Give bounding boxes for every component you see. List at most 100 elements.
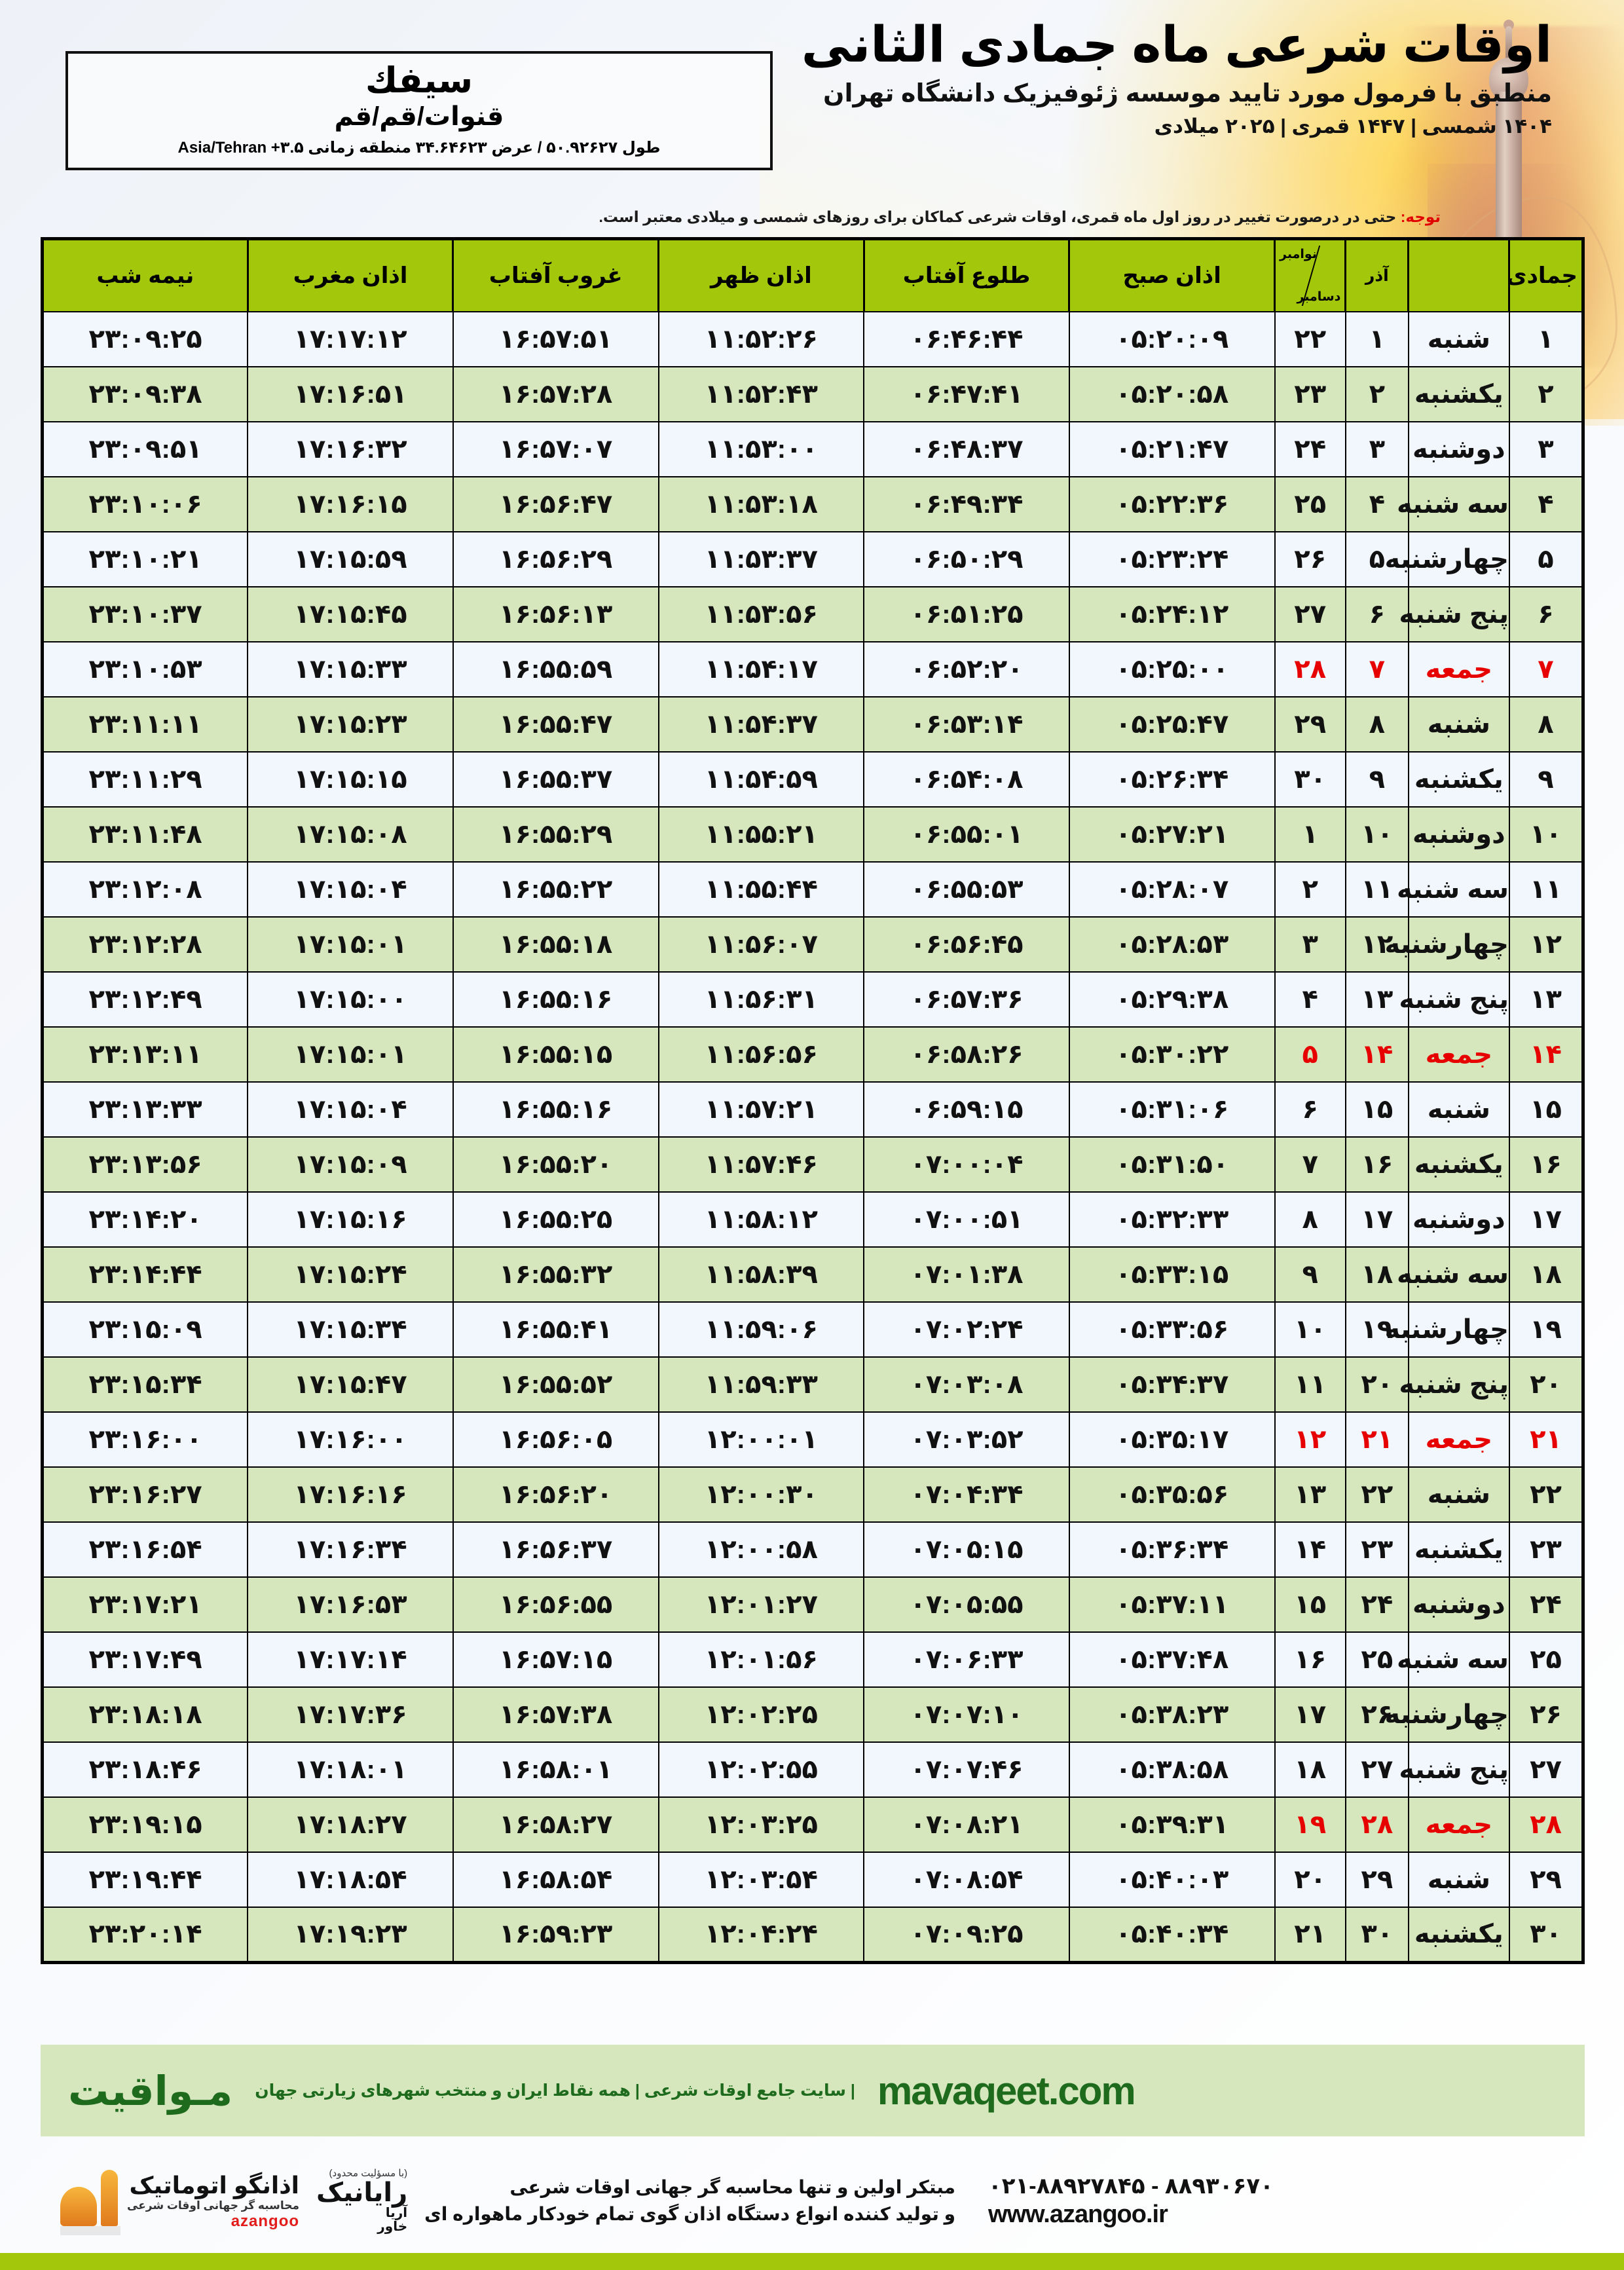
cell-maghrib: ۱۷:۱۵:۴۵ bbox=[247, 586, 454, 642]
cell-sunrise: ۰۷:۰۲:۲۴ bbox=[863, 1301, 1070, 1358]
column-header-sunrise: طلوع آفتاب bbox=[862, 238, 1069, 312]
table-row: ۲۶ چهارشنبه ۲۶ ۱۷ ۰۵:۳۸:۲۳ ۰۷:۰۷:۱۰ ۱۲:۰۲:۲۵ ۱۶… bbox=[41, 1686, 1584, 1743]
mavaqeet-website[interactable]: mavaqeet.com bbox=[877, 2068, 1136, 2113]
table-row: ۲۱ جمعه ۲۱ ۱۲ ۰۵:۳۵:۱۷ ۰۷:۰۳:۵۲ ۱۲:۰۰:۰۱ ۱۶:۵۶:… bbox=[41, 1411, 1584, 1468]
cell-sunset: ۱۶:۵۵:۱۶ bbox=[452, 1081, 659, 1138]
cell-fajr: ۰۵:۲۹:۳۸ bbox=[1068, 971, 1276, 1028]
azangoo-name-fa: اذانگو اتوماتیک bbox=[129, 2172, 300, 2199]
cell-dhuhr: ۱۲:۰۳:۵۴ bbox=[657, 1851, 865, 1908]
prayer-times-table-wrap: جمادی الثانی آذر نوامبر دسامبر اذان صبح … bbox=[41, 237, 1585, 1964]
cell-dhuhr: ۱۱:۵۲:۴۳ bbox=[657, 366, 865, 422]
table-row: ۸ شنبه ۸ ۲۹ ۰۵:۲۵:۴۷ ۰۶:۵۳:۱۴ ۱۱:۵۴:۳۷ ۱۶:۵۵:۴۷… bbox=[41, 696, 1584, 753]
cell-sunrise: ۰۷:۰۹:۲۵ bbox=[863, 1907, 1070, 1963]
cell-dhuhr: ۱۱:۵۵:۴۴ bbox=[657, 861, 865, 918]
contact-website[interactable]: www.azangoo.ir bbox=[988, 2200, 1168, 2228]
cell-dow: سه شنبه bbox=[1397, 1631, 1510, 1688]
sponsor-slogan: مبتکر اولین و تنها محاسبه گر جهانی اوقات… bbox=[424, 2174, 955, 2227]
cell-maghrib: ۱۷:۱۵:۱۵ bbox=[247, 751, 454, 808]
cell-fajr: ۰۵:۳۲:۳۳ bbox=[1068, 1191, 1276, 1248]
table-row: ۱۲ چهارشنبه ۱۲ ۳ ۰۵:۲۸:۵۳ ۰۶:۵۶:۴۵ ۱۱:۵۶:۰۷ ۱۶:… bbox=[41, 916, 1584, 973]
cell-sunrise: ۰۶:۴۹:۳۴ bbox=[863, 476, 1070, 532]
cell-no: ۴ bbox=[1274, 971, 1346, 1028]
cell-jd: ۳ bbox=[1508, 421, 1584, 477]
table-row: ۲ یکشنبه ۲ ۲۳ ۰۵:۲۰:۵۸ ۰۶:۴۷:۴۱ ۱۱:۵۲:۴۳ ۱۶:۵۷:… bbox=[41, 366, 1584, 422]
cell-dow: یکشنبه bbox=[1407, 1136, 1510, 1193]
cell-maghrib: ۱۷:۱۷:۳۶ bbox=[247, 1686, 454, 1743]
cell-no: ۲۸ bbox=[1274, 641, 1346, 698]
cell-az: ۳۰ bbox=[1344, 1907, 1409, 1963]
cell-midnight: ۲۳:۲۰:۱۴ bbox=[41, 1907, 249, 1963]
cell-sunset: ۱۶:۵۶:۳۷ bbox=[452, 1521, 659, 1578]
cell-dhuhr: ۱۲:۰۰:۳۰ bbox=[657, 1466, 865, 1523]
table-header: جمادی الثانی آذر نوامبر دسامبر اذان صبح … bbox=[42, 238, 1583, 312]
contact-block: ۰۲۱-۸۸۹۲۷۸۴۵ - ۸۸۹۳۰۶۷۰ www.azangoo.ir bbox=[988, 2173, 1274, 2229]
cell-dow: چهارشنبه bbox=[1384, 531, 1510, 587]
cell-dow: جمعه bbox=[1407, 1411, 1510, 1468]
table-row: ۲۹ شنبه ۲۹ ۲۰ ۰۵:۴۰:۰۳ ۰۷:۰۸:۵۴ ۱۲:۰۳:۵۴ ۱۶:۵۸:… bbox=[41, 1851, 1584, 1908]
cell-dhuhr: ۱۲:۰۳:۲۵ bbox=[657, 1796, 865, 1853]
cell-az: ۱ bbox=[1344, 311, 1409, 367]
cell-maghrib: ۱۷:۱۵:۰۱ bbox=[247, 916, 454, 973]
cell-sunrise: ۰۷:۰۸:۵۴ bbox=[863, 1851, 1070, 1908]
cell-jd: ۲۸ bbox=[1508, 1796, 1584, 1853]
cell-midnight: ۲۳:۱۶:۵۴ bbox=[41, 1521, 249, 1578]
cell-fajr: ۰۵:۲۰:۰۹ bbox=[1068, 311, 1276, 367]
table-row: ۷ جمعه ۷ ۲۸ ۰۵:۲۵:۰۰ ۰۶:۵۲:۲۰ ۱۱:۵۴:۱۷ ۱۶:۵۵:۵۹… bbox=[41, 641, 1584, 698]
rayanik-logo: (با مسؤلیت محدود) رایانیک آریا خاور bbox=[316, 2168, 407, 2234]
page-title: اوقات شرعی ماه جمادی الثانی bbox=[801, 17, 1553, 73]
cell-sunrise: ۰۶:۵۳:۱۴ bbox=[863, 696, 1070, 753]
column-header-weekday bbox=[1407, 238, 1509, 312]
mavaqeet-brand-fa: مـواقیت bbox=[68, 2068, 233, 2114]
cell-jd: ۱۶ bbox=[1508, 1136, 1584, 1193]
cell-maghrib: ۱۷:۱۸:۲۷ bbox=[247, 1796, 454, 1853]
table-row: ۲۲ شنبه ۲۲ ۱۳ ۰۵:۳۵:۵۶ ۰۷:۰۴:۳۴ ۱۲:۰۰:۳۰ ۱۶:۵۶:… bbox=[41, 1466, 1584, 1523]
cell-dhuhr: ۱۲:۰۲:۵۵ bbox=[657, 1741, 865, 1798]
cell-fajr: ۰۵:۲۳:۲۴ bbox=[1068, 531, 1276, 587]
cell-midnight: ۲۳:۱۰:۰۶ bbox=[41, 476, 249, 532]
cell-maghrib: ۱۷:۱۵:۰۰ bbox=[247, 971, 454, 1028]
cell-sunset: ۱۶:۵۵:۱۵ bbox=[452, 1026, 659, 1083]
cell-jd: ۱۵ bbox=[1508, 1081, 1584, 1138]
cell-az: ۱۷ bbox=[1344, 1191, 1409, 1248]
cell-midnight: ۲۳:۱۳:۱۱ bbox=[41, 1026, 249, 1083]
cell-maghrib: ۱۷:۱۵:۵۹ bbox=[247, 531, 454, 587]
cell-dhuhr: ۱۱:۵۳:۵۶ bbox=[657, 586, 865, 642]
cell-az: ۲۴ bbox=[1344, 1576, 1409, 1633]
cell-az: ۱۹ bbox=[1344, 1301, 1409, 1358]
cell-sunset: ۱۶:۵۵:۱۸ bbox=[452, 916, 659, 973]
cell-maghrib: ۱۷:۱۷:۱۴ bbox=[247, 1631, 454, 1688]
cell-no: ۳۰ bbox=[1274, 751, 1346, 808]
table-row: ۱۶ یکشنبه ۱۶ ۷ ۰۵:۳۱:۵۰ ۰۷:۰۰:۰۴ ۱۱:۵۷:۴۶ ۱۶:۵۵… bbox=[41, 1136, 1584, 1193]
table-row: ۲۴ دوشنبه ۲۴ ۱۵ ۰۵:۳۷:۱۱ ۰۷:۰۵:۵۵ ۱۲:۰۱:۲۷ ۱۶:۵… bbox=[41, 1576, 1584, 1633]
footer-brand-band: مـواقیت | سایت جامع اوقات شرعی | همه نقا… bbox=[41, 2045, 1585, 2136]
cell-dow: دوشنبه bbox=[1407, 806, 1510, 863]
cell-dhuhr: ۱۲:۰۱:۵۶ bbox=[657, 1631, 865, 1688]
cell-sunset: ۱۶:۵۵:۲۲ bbox=[452, 861, 659, 918]
mosque-icon bbox=[60, 2167, 120, 2235]
cell-midnight: ۲۳:۱۱:۲۹ bbox=[41, 751, 249, 808]
cell-sunrise: ۰۷:۰۷:۱۰ bbox=[863, 1686, 1070, 1743]
table-row: ۱۰ دوشنبه ۱۰ ۱ ۰۵:۲۷:۲۱ ۰۶:۵۵:۰۱ ۱۱:۵۵:۲۱ ۱۶:۵۵… bbox=[41, 806, 1584, 863]
cell-jd: ۱۳ bbox=[1508, 971, 1584, 1028]
table-row: ۱۴ جمعه ۱۴ ۵ ۰۵:۳۰:۲۲ ۰۶:۵۸:۲۶ ۱۱:۵۶:۵۶ ۱۶:۵۵:۱… bbox=[41, 1026, 1584, 1083]
cell-sunrise: ۰۷:۰۸:۲۱ bbox=[863, 1796, 1070, 1853]
cell-az: ۷ bbox=[1344, 641, 1409, 698]
cell-sunrise: ۰۶:۵۲:۲۰ bbox=[863, 641, 1070, 698]
cell-midnight: ۲۳:۱۰:۳۷ bbox=[41, 586, 249, 642]
cell-fajr: ۰۵:۳۳:۵۶ bbox=[1068, 1301, 1276, 1358]
cell-midnight: ۲۳:۱۵:۰۹ bbox=[41, 1301, 249, 1358]
column-header-midnight: نیمه شب bbox=[42, 238, 248, 312]
cell-jd: ۳۰ bbox=[1508, 1907, 1584, 1963]
cell-no: ۲۱ bbox=[1274, 1907, 1346, 1963]
cell-no: ۷ bbox=[1274, 1136, 1346, 1193]
azangoo-logo: اذانگو اتوماتیک محاسبه گر جهانی اوقات شر… bbox=[60, 2167, 299, 2235]
table-row: ۲۳ یکشنبه ۲۳ ۱۴ ۰۵:۳۶:۳۴ ۰۷:۰۵:۱۵ ۱۲:۰۰:۵۸ ۱۶:۵… bbox=[41, 1521, 1584, 1578]
cell-jd: ۱ bbox=[1508, 311, 1584, 367]
mavaqeet-tagline: | سایت جامع اوقات شرعی | همه نقاط ایران … bbox=[255, 2081, 855, 2100]
table-row: ۱۷ دوشنبه ۱۷ ۸ ۰۵:۳۲:۳۳ ۰۷:۰۰:۵۱ ۱۱:۵۸:۱۲ ۱۶:۵۵… bbox=[41, 1191, 1584, 1248]
cell-dow: پنج شنبه bbox=[1399, 586, 1510, 642]
cell-fajr: ۰۵:۳۹:۳۱ bbox=[1068, 1796, 1276, 1853]
cell-sunrise: ۰۶:۵۸:۲۶ bbox=[863, 1026, 1070, 1083]
cell-fajr: ۰۵:۲۸:۰۷ bbox=[1068, 861, 1276, 918]
title-block: اوقات شرعی ماه جمادی الثانی منطبق با فرم… bbox=[740, 16, 1553, 138]
